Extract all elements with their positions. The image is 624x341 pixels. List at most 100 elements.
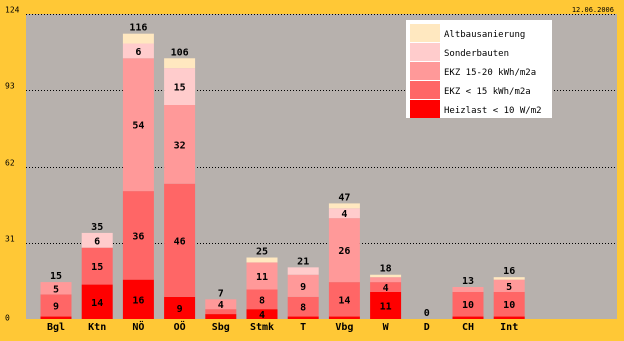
bar-segment: [328, 282, 360, 317]
segment-value-label: 4: [383, 283, 389, 294]
y-tick-label: 0: [5, 314, 10, 323]
y-tick-label: 93: [5, 82, 15, 91]
bar-segment: [164, 183, 196, 297]
bar-segment: [40, 316, 72, 319]
bar-segment: [122, 43, 154, 59]
x-tick-label: D: [424, 322, 430, 333]
segment-value-label: 8: [259, 295, 265, 306]
bar-segment: [370, 291, 402, 319]
bar-total-label: 25: [256, 247, 268, 258]
bar-segment: [122, 191, 154, 280]
segment-value-label: 36: [132, 231, 144, 242]
bar-segment: [328, 316, 360, 319]
segment-value-label: 10: [503, 300, 515, 311]
legend-label: EKZ < 15 kWh/m2a: [444, 87, 531, 97]
legend-swatch: [410, 81, 440, 99]
bar-total-label: 15: [50, 271, 62, 282]
bar-segment: [246, 262, 278, 290]
x-tick-label: Bgl: [47, 322, 65, 333]
bar-segment: [370, 277, 402, 283]
bar-segment: [287, 296, 319, 317]
y-tick-label: 124: [5, 6, 20, 15]
segment-value-label: 16: [132, 295, 144, 306]
y-tick-label: 31: [5, 235, 15, 244]
segment-value-label: 6: [94, 236, 100, 247]
segment-value-label: 8: [300, 303, 306, 314]
bar-segment: [493, 291, 525, 317]
segment-value-label: 15: [91, 262, 103, 273]
y-tick-label: 62: [5, 159, 15, 168]
bar-segment: [328, 208, 360, 219]
bar-segment: [452, 291, 484, 317]
bar-total-label: 7: [218, 288, 224, 299]
segment-value-label: 11: [256, 272, 268, 283]
segment-value-label: 32: [174, 140, 186, 151]
legend-swatch: [410, 62, 440, 80]
segment-value-label: 5: [53, 284, 59, 295]
bar-segment: [246, 289, 278, 310]
bar-segment: [493, 277, 525, 280]
segment-value-label: 14: [91, 298, 103, 309]
bar-segment: [287, 316, 319, 319]
segment-value-label: 11: [380, 301, 392, 312]
bar-segment: [40, 294, 72, 317]
segment-value-label: 9: [177, 304, 183, 315]
segment-value-label: 4: [259, 310, 265, 321]
bar-segment: [164, 105, 196, 184]
bar-segment: [493, 316, 525, 319]
bar-total-label: 116: [129, 23, 147, 34]
segment-value-label: 54: [132, 121, 144, 132]
bar-total-label: 13: [462, 276, 474, 287]
x-tick-label: Sbg: [212, 322, 230, 333]
x-tick-label: NÖ: [132, 319, 144, 333]
segment-value-label: 6: [135, 47, 141, 58]
segment-value-label: 5: [506, 282, 512, 293]
bar-segment: [205, 309, 237, 315]
bar-total-label: 18: [380, 264, 392, 275]
bar-segment: [122, 58, 154, 192]
legend: Altbausanierung Sonderbauten EKZ 15-20 kWh…: [406, 20, 552, 118]
bar-segment: [81, 247, 113, 285]
legend-label: Sonderbauten: [444, 49, 509, 59]
segment-value-label: 4: [218, 300, 224, 311]
legend-swatch: [410, 43, 440, 61]
legend-swatch: [410, 24, 440, 42]
legend-label: Altbausanierung: [444, 30, 525, 40]
bar-total-label: 16: [503, 266, 515, 277]
bar-segment: [452, 287, 484, 292]
bar-total-label: 21: [297, 256, 309, 267]
bar-segment: [164, 296, 196, 319]
bar-total-label: 0: [424, 308, 430, 319]
bar-segment: [246, 309, 278, 319]
bar-segment: [81, 232, 113, 248]
bar-segment: [370, 282, 402, 292]
bar-segment: [40, 282, 72, 295]
legend-label: EKZ 15-20 kWh/m2a: [444, 68, 536, 78]
legend-swatch: [410, 100, 440, 118]
segment-value-label: 10: [462, 300, 474, 311]
segment-value-label: 15: [174, 83, 186, 94]
bar-segment: [287, 274, 319, 297]
segment-value-label: 9: [300, 282, 306, 293]
x-tick-label: Vbg: [335, 322, 353, 333]
chart-date: 12.06.2006: [572, 6, 614, 14]
bar-total-label: 47: [338, 192, 350, 203]
segment-value-label: 46: [174, 236, 186, 247]
segment-value-label: 14: [338, 295, 350, 306]
bar-segment: [246, 257, 278, 263]
legend-label: Heizlast < 10 W/m2: [444, 106, 542, 116]
x-tick-label: OÖ: [174, 319, 186, 333]
bar-segment: [122, 33, 154, 44]
x-tick-label: W: [383, 322, 390, 333]
bar-total-label: 106: [171, 47, 189, 58]
bar-segment: [287, 267, 319, 275]
bar-segment: [164, 58, 196, 69]
x-tick-label: Stmk: [250, 322, 274, 333]
bar-segment: [328, 218, 360, 283]
bar-segment: [122, 279, 154, 319]
segment-value-label: 26: [338, 246, 350, 257]
bar-segment: [452, 316, 484, 319]
x-tick-label: Ktn: [88, 322, 106, 333]
bar-segment: [81, 284, 113, 319]
